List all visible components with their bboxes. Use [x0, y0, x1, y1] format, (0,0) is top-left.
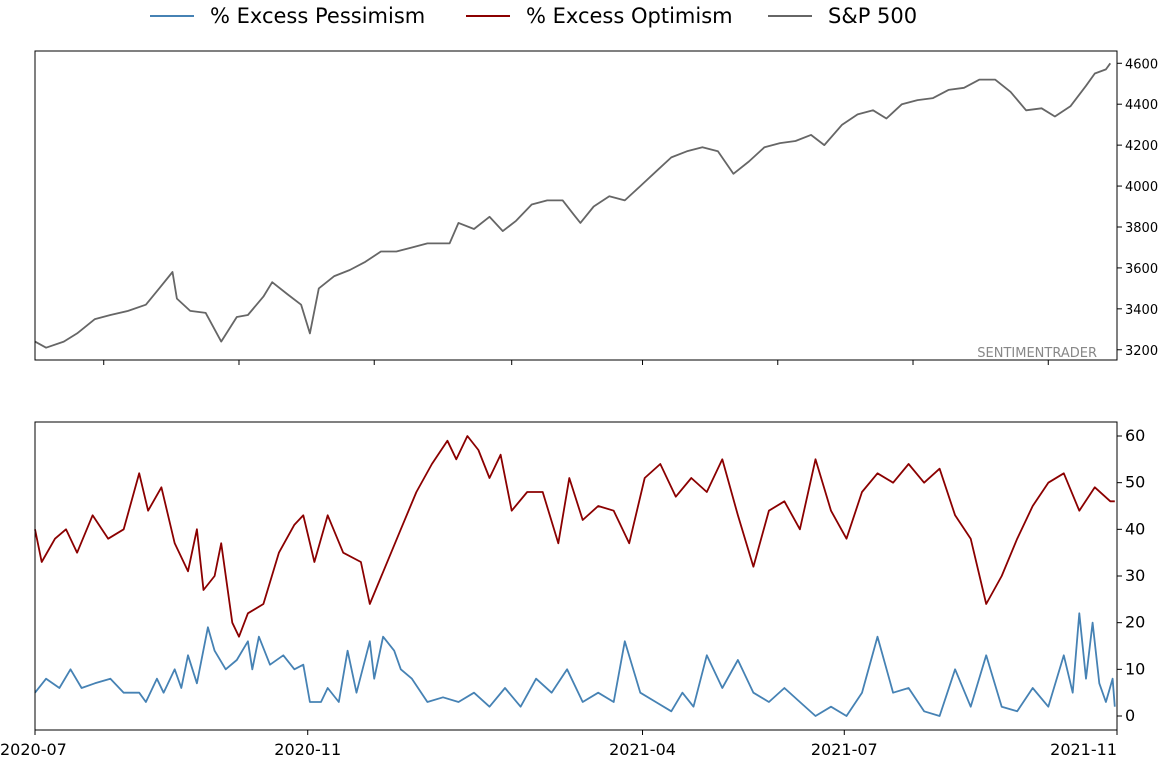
series-line-excess-optimism — [34, 435, 1115, 638]
legend-swatch-sp500 — [768, 15, 812, 17]
y-tick-label: 40 — [1125, 519, 1145, 538]
series-line-excess-pessimism — [34, 612, 1116, 717]
y-tick-label: 60 — [1125, 426, 1145, 445]
series-line-s-p-500 — [34, 62, 1112, 349]
legend-label-optimism: % Excess Optimism — [526, 4, 733, 28]
legend-swatch-pessimism — [150, 15, 194, 17]
y-tick-label: 3200 — [1125, 344, 1158, 359]
y-tick-label: 30 — [1125, 566, 1145, 585]
legend-item-sp500: S&P 500 — [768, 4, 917, 28]
y-tick-label: 0 — [1125, 706, 1135, 725]
y-tick-label: 4000 — [1125, 180, 1158, 195]
x-tick-label: 2021-11 — [1050, 740, 1117, 759]
y-tick-label: 3800 — [1125, 221, 1158, 236]
y-tick-label: 4200 — [1125, 139, 1158, 154]
legend-label-pessimism: % Excess Pessimism — [210, 4, 426, 28]
plot-frame-top — [34, 50, 1118, 361]
x-tick-label: 2020-07 — [0, 740, 67, 759]
watermark-text: SENTIMENTRADER — [977, 346, 1097, 361]
y-tick-label: 3400 — [1125, 303, 1158, 318]
x-tick-label: 2021-07 — [811, 740, 878, 759]
y-tick-label: 4400 — [1125, 98, 1158, 113]
x-tick-label: 2020-11 — [274, 740, 341, 759]
y-tick-label: 4600 — [1125, 57, 1158, 72]
y-tick-label: 50 — [1125, 473, 1145, 492]
y-tick-label: 10 — [1125, 659, 1145, 678]
x-tick-label: 2021-04 — [609, 740, 676, 759]
legend-label-sp500: S&P 500 — [828, 4, 918, 28]
legend-item-pessimism: % Excess Pessimism — [150, 4, 425, 28]
y-tick-label: 20 — [1125, 613, 1145, 632]
legend-swatch-optimism — [466, 15, 510, 17]
legend-item-optimism: % Excess Optimism — [466, 4, 733, 28]
y-tick-label: 3600 — [1125, 262, 1158, 277]
chart-legend: % Excess Pessimism % Excess Optimism S&P… — [0, 0, 1164, 34]
